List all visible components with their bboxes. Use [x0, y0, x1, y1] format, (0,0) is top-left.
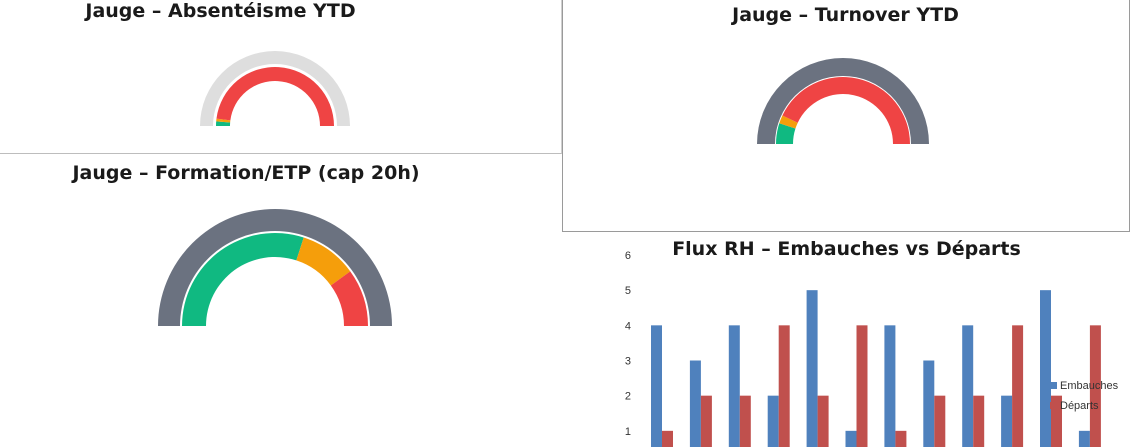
gauge-band-orange — [779, 115, 798, 129]
bar-departs — [1051, 395, 1062, 447]
gauge-band-red — [782, 77, 910, 144]
bar-embauches — [767, 395, 779, 447]
y-tick-label: 1 — [625, 426, 631, 438]
legend-label: Embauches — [1060, 380, 1119, 392]
gauge-band-orange — [216, 118, 231, 123]
bar-departs — [934, 395, 946, 447]
bar-chart-panel-flux: Flux RH – Embauches vs Départs 1 2 3 4 5 6 Emb… — [563, 233, 1132, 447]
bar-embauches — [923, 360, 935, 447]
bar-embauches — [962, 325, 974, 447]
legend-label: Départs — [1060, 400, 1099, 412]
gauge-track — [757, 58, 929, 144]
gauge-title-turnover: Jauge – Turnover YTD — [732, 4, 959, 26]
bar-chart-flux: 1 2 3 4 5 6 Embauches Départs — [625, 250, 1119, 447]
y-tick-label: 5 — [625, 285, 631, 297]
bar-embauches — [806, 290, 818, 447]
bar-departs — [973, 395, 985, 447]
bar-departs — [662, 430, 673, 447]
gauge-band-green — [776, 123, 796, 144]
y-tick-label: 6 — [625, 250, 631, 262]
gauge-title-formation: Jauge – Formation/ETP (cap 20h) — [72, 162, 420, 184]
bar-departs — [856, 325, 868, 447]
bar-departs — [739, 395, 751, 447]
gauge-title-absenteisme: Jauge – Absentéisme YTD — [85, 0, 356, 22]
y-tick-label: 2 — [625, 391, 631, 403]
bar-embauches — [1040, 290, 1051, 447]
bar-embauches — [1001, 395, 1013, 447]
gauge-panel-turnover: Jauge – Turnover YTD — [562, 0, 1130, 232]
gauge-panel-absenteisme: Jauge – Absentéisme YTD — [0, 0, 562, 154]
gauge-panel-formation: Jauge – Formation/ETP (cap 20h) — [0, 154, 562, 447]
legend-swatch — [1050, 382, 1057, 389]
bar-embauches — [689, 360, 701, 447]
bar-embauches — [651, 325, 662, 447]
gauge-turnover — [757, 58, 929, 144]
gauge-band-green — [182, 232, 304, 326]
bar-embauches — [728, 325, 740, 447]
gauge-formation — [158, 209, 392, 326]
bar-departs — [1089, 325, 1101, 447]
bar-departs — [895, 430, 907, 447]
bar-embauches — [884, 325, 896, 447]
legend-swatch — [1050, 402, 1057, 409]
gauge-band-green — [216, 121, 231, 126]
bar-departs — [1012, 325, 1024, 447]
y-tick-label: 4 — [625, 320, 631, 332]
gauge-absenteisme — [200, 51, 350, 126]
bar-chart-title: Flux RH – Embauches vs Départs — [672, 238, 1021, 260]
gauge-band-red — [216, 66, 334, 126]
bar-departs — [700, 395, 712, 447]
gauge-band-red — [330, 271, 368, 326]
gauge-track — [158, 209, 392, 326]
bar-embauches — [845, 430, 857, 447]
y-tick-label: 3 — [625, 356, 631, 368]
bar-departs — [817, 395, 829, 447]
bar-departs — [778, 325, 790, 447]
gauge-band-orange — [296, 237, 351, 286]
bar-embauches — [1078, 430, 1090, 447]
gauge-track — [200, 51, 350, 126]
